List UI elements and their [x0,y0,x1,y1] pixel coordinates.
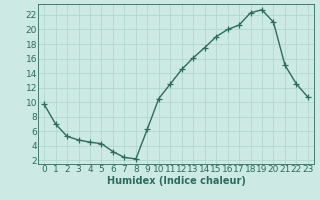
X-axis label: Humidex (Indice chaleur): Humidex (Indice chaleur) [107,176,245,186]
